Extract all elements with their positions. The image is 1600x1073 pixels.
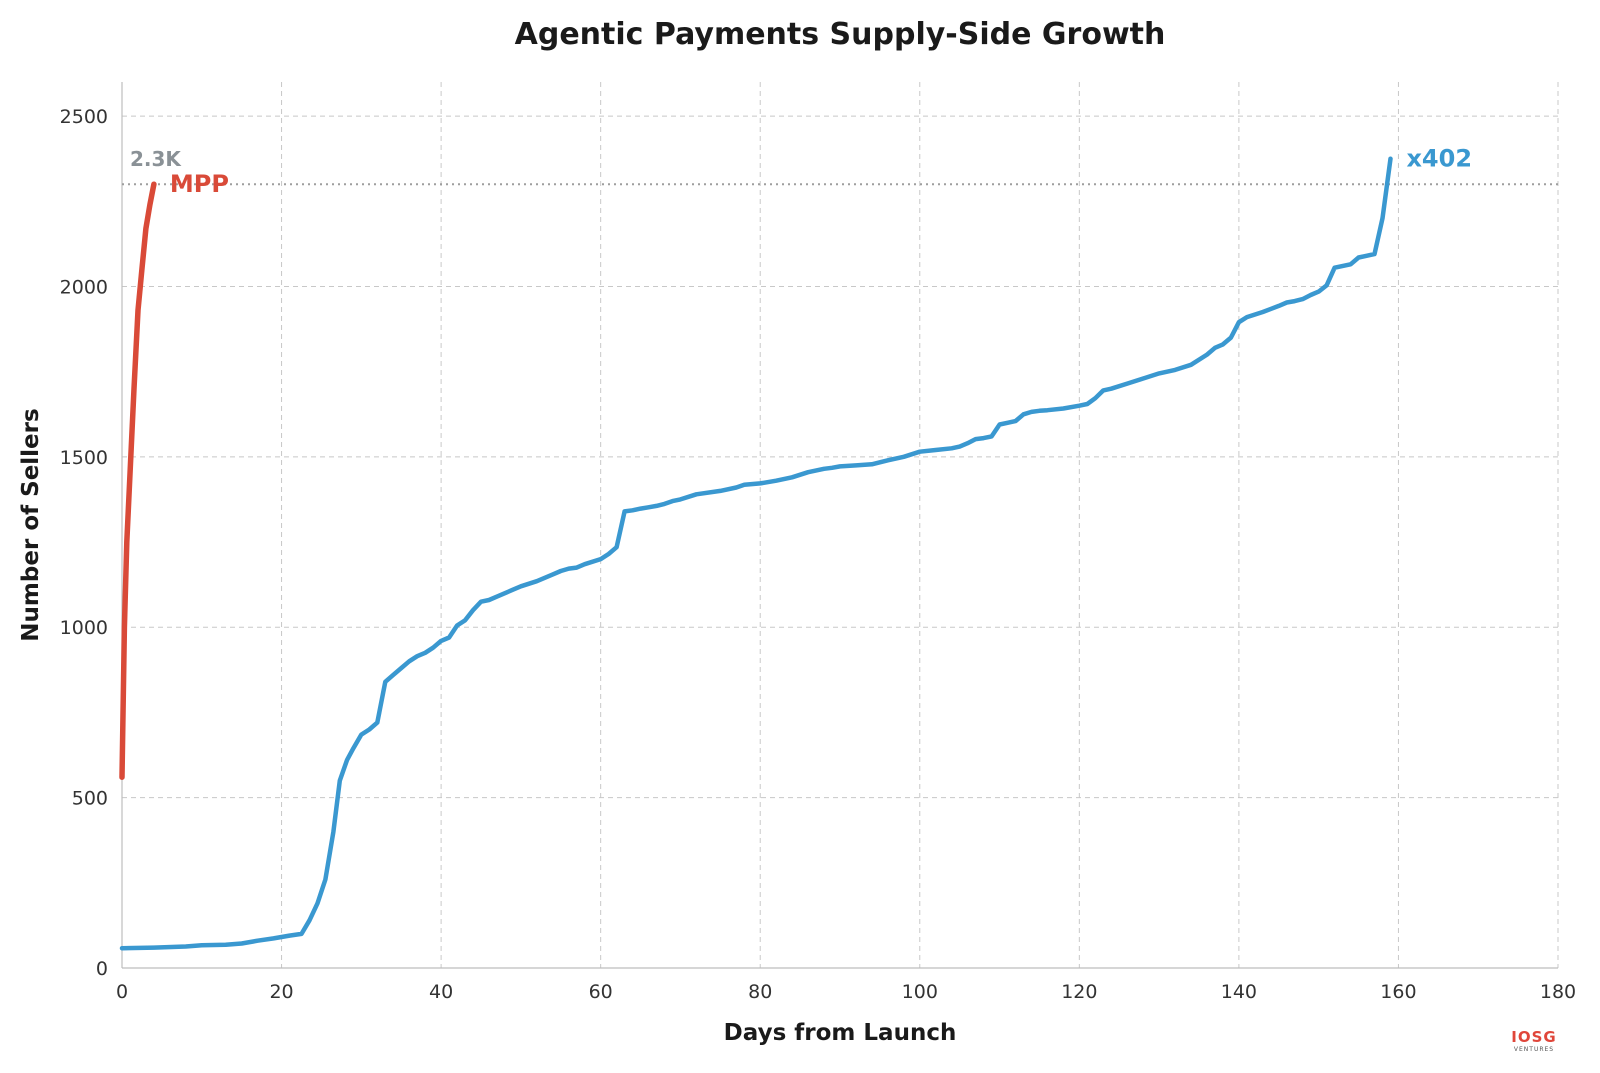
x-tick-label: 160 xyxy=(1380,981,1416,1003)
series-line-x402 xyxy=(119,156,1393,951)
iosg-logo: IOSG VENTURES xyxy=(1511,1028,1556,1053)
y-tick-label: 1500 xyxy=(60,447,108,469)
reference-label: 2.3K xyxy=(130,147,182,171)
x-tick-label: 180 xyxy=(1540,981,1576,1003)
series-label-mpp: MPP xyxy=(170,170,229,198)
series-label-x402: x402 xyxy=(1406,145,1472,173)
series-layer xyxy=(119,156,1393,951)
x-tick-label: 40 xyxy=(429,981,453,1003)
series-line-mpp xyxy=(119,181,157,780)
x-tick-label: 140 xyxy=(1221,981,1257,1003)
axes: 0 20 40 60 80 100 120 140 160 180 0 500 1000 1500 2000… xyxy=(60,82,1576,1003)
y-tick-label: 1000 xyxy=(60,617,108,639)
chart-title: Agentic Payments Supply-Side Growth xyxy=(515,17,1166,52)
y-tick-label: 500 xyxy=(72,788,108,810)
logo-text: IOSG xyxy=(1511,1028,1556,1046)
x-tick-label: 60 xyxy=(589,981,613,1003)
x-tick-label: 100 xyxy=(902,981,938,1003)
x-tick-label: 20 xyxy=(269,981,293,1003)
logo-subtext: VENTURES xyxy=(1514,1046,1554,1053)
grid xyxy=(122,82,1559,968)
x-axis-label: Days from Launch xyxy=(724,1020,957,1046)
y-tick-label: 2500 xyxy=(60,106,108,128)
reference-layer: 2.3K xyxy=(122,147,1558,186)
series-labels: MPP x402 xyxy=(170,145,1472,199)
x-tick-label: 80 xyxy=(748,981,772,1003)
y-axis-label: Number of Sellers xyxy=(18,408,44,641)
y-tick-label: 0 xyxy=(96,958,108,980)
x-tick-label: 0 xyxy=(116,981,128,1003)
y-tick-label: 2000 xyxy=(60,276,108,298)
x-tick-label: 120 xyxy=(1061,981,1097,1003)
